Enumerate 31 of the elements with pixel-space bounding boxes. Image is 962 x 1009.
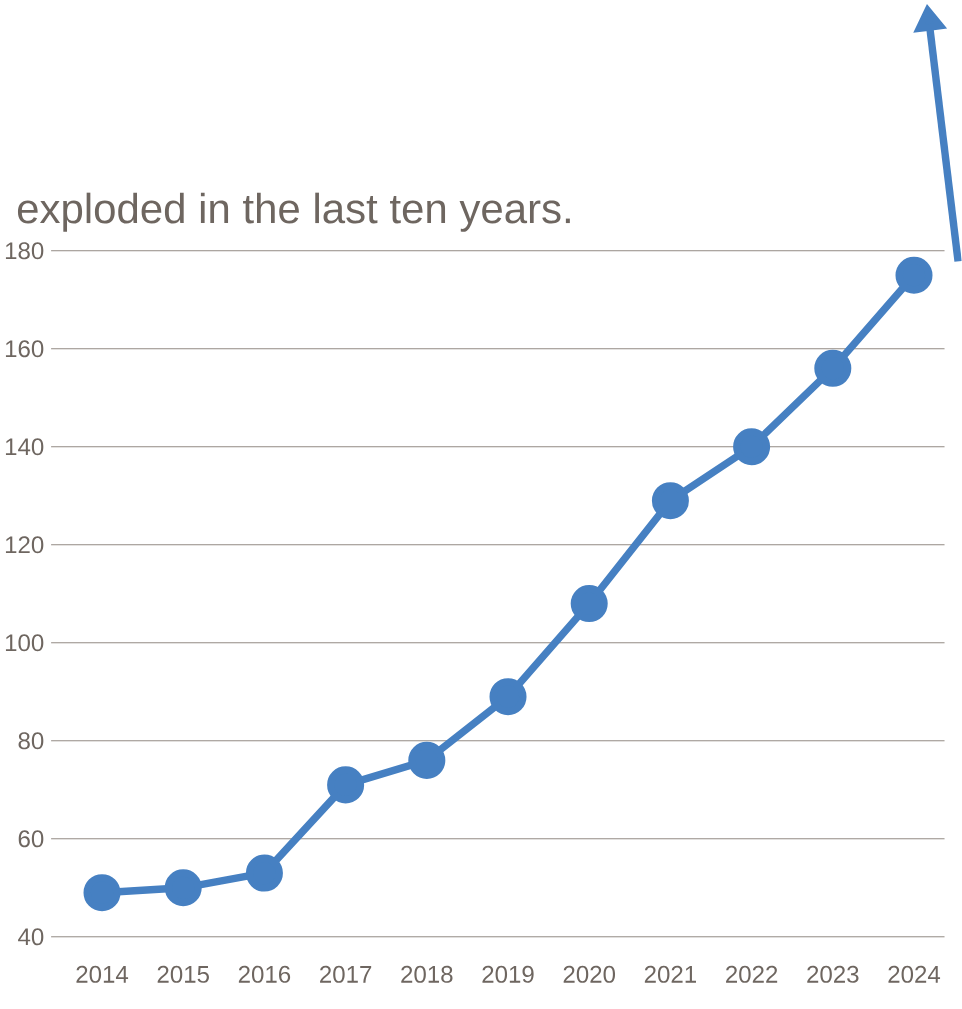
x-tick-label: 2019 [482,965,534,983]
x-tick-label: 2023 [807,965,859,983]
point [733,428,771,466]
y-tick-label: 60 [18,830,44,848]
x-tick-label: 2015 [157,965,210,983]
x-tick-label: 2024 [888,965,941,983]
x-tick-label: 2017 [320,965,372,983]
point [83,874,121,912]
chart-title: exploded in the last ten years. [18,192,570,232]
point [895,256,933,294]
x-tick-label: 2016 [238,965,291,983]
point [408,741,446,779]
y-tick-label: 140 [6,438,44,456]
y-tick-label: 180 [6,242,44,260]
y-tick-label: 100 [6,634,44,652]
y-tick-label: 40 [18,928,44,946]
y-tick-label: 80 [18,732,44,750]
point [327,766,365,804]
x-tick-label: 2020 [563,965,616,983]
x-tick-label: 2014 [76,965,129,983]
point [814,349,852,387]
point [489,678,527,716]
y-tick-label: 160 [6,340,44,358]
point [570,585,608,623]
point [651,482,690,520]
point [164,869,202,907]
x-tick-label: 2022 [726,965,778,983]
y-tick-label: 120 [6,536,44,554]
x-tick-label: 2018 [401,965,453,983]
x-tick-label: 2021 [644,965,697,983]
point [246,854,284,892]
